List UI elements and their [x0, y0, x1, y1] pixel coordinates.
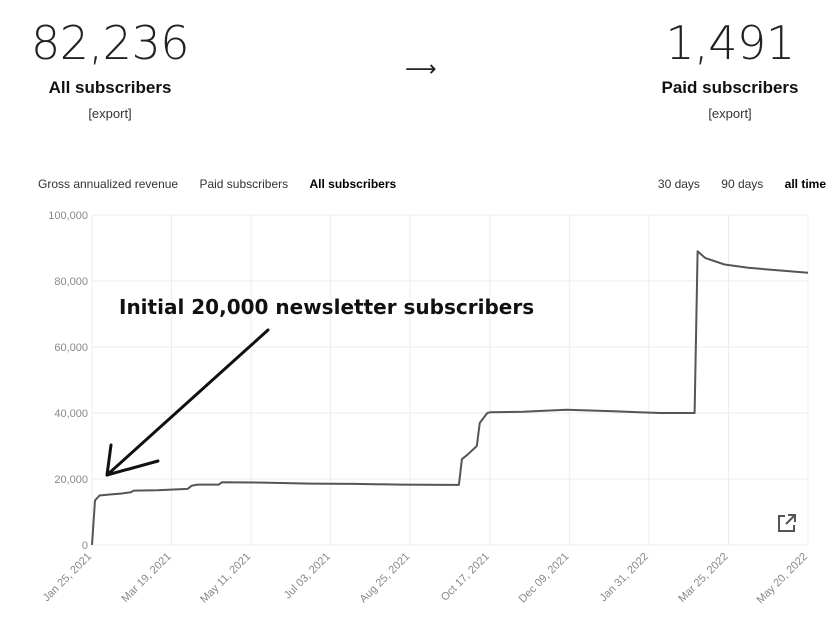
y-tick-label: 100,000	[48, 210, 88, 222]
range-tabs: 30 days 90 days all time	[658, 177, 826, 191]
arrow-icon: ⟶	[405, 56, 437, 81]
x-tick-label: Jul 03, 2021	[282, 551, 333, 602]
paid-subscribers-label: Paid subscribers	[661, 78, 799, 97]
export-paid-link[interactable]: [export]	[708, 106, 752, 121]
tab-90-days[interactable]: 90 days	[721, 177, 764, 191]
x-tick-label: Dec 09, 2021	[517, 551, 572, 606]
external-link-icon[interactable]	[776, 512, 798, 534]
paid-subscribers-stat: 1,491 Paid subscribers [export]	[640, 14, 820, 123]
x-tick-label: Jan 31, 2022	[598, 551, 651, 604]
tab-paid-subscribers[interactable]: Paid subscribers	[199, 177, 289, 191]
export-all-link[interactable]: [export]	[88, 106, 132, 121]
y-tick-label: 60,000	[54, 342, 88, 354]
tab-gross-annualized-revenue[interactable]: Gross annualized revenue	[38, 177, 179, 191]
all-subscribers-count: 82,236	[31, 16, 189, 70]
x-tick-label: Jan 25, 2021	[41, 551, 94, 604]
tab-all-subscribers[interactable]: All subscribers	[309, 177, 397, 191]
metric-tabs: Gross annualized revenue Paid subscriber…	[38, 177, 414, 191]
series-line-all-subscribers	[91, 250, 809, 546]
x-tick-label: May 20, 2022	[755, 551, 811, 607]
x-tick-label: Oct 17, 2021	[439, 551, 492, 604]
x-tick-label: May 11, 2021	[198, 551, 253, 606]
x-tick-label: Mar 19, 2021	[119, 551, 173, 605]
y-tick-label: 20,000	[54, 474, 88, 486]
paid-subscribers-count: 1,491	[665, 16, 795, 70]
tab-all-time[interactable]: all time	[784, 177, 826, 191]
tab-30-days[interactable]: 30 days	[657, 177, 700, 191]
y-tick-label: 0	[82, 540, 88, 552]
all-subscribers-stat: 82,236 All subscribers [export]	[20, 14, 200, 123]
annotation-arrow	[105, 328, 270, 477]
x-tick-label: Aug 25, 2021	[358, 551, 413, 606]
y-tick-label: 80,000	[54, 276, 88, 288]
x-tick-label: Mar 25, 2022	[676, 551, 730, 605]
all-subscribers-label: All subscribers	[48, 78, 172, 97]
subscribers-chart: 0 20,000 40,000 60,000 80,000 100,000 Jan 25,…	[41, 210, 811, 607]
annotation-text: Initial 20,000 newsletter subscribers	[119, 295, 534, 319]
y-tick-label: 40,000	[54, 408, 88, 420]
